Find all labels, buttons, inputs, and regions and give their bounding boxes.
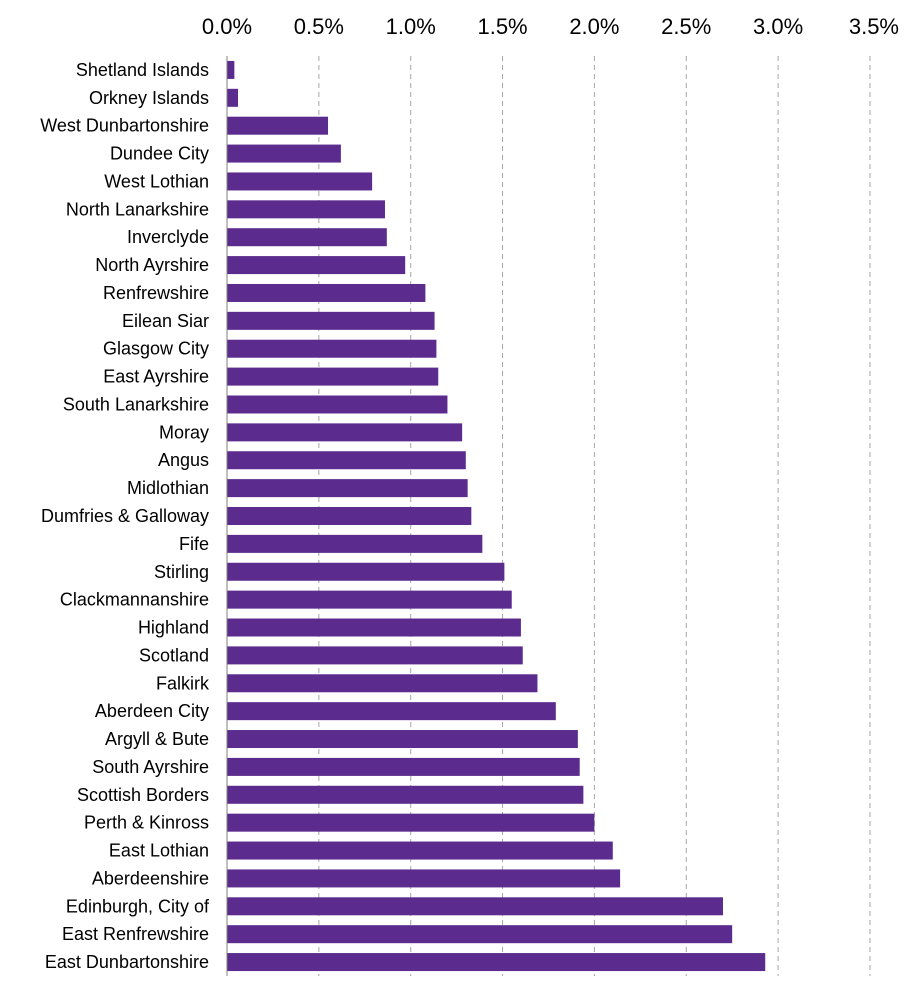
bar bbox=[227, 674, 538, 693]
category-label: Scottish Borders bbox=[77, 785, 209, 805]
category-label: Aberdeenshire bbox=[92, 868, 209, 888]
bar bbox=[227, 534, 483, 553]
category-label: Aberdeen City bbox=[95, 701, 209, 721]
bar bbox=[227, 757, 580, 776]
category-label: Angus bbox=[158, 450, 209, 470]
x-tick-label: 3.0% bbox=[753, 14, 803, 39]
category-label: East Dunbartonshire bbox=[45, 952, 209, 972]
bar bbox=[227, 869, 621, 888]
bar bbox=[227, 423, 463, 442]
bar bbox=[227, 730, 578, 749]
category-label: Scotland bbox=[139, 645, 209, 665]
category-label: Inverclyde bbox=[127, 227, 209, 247]
category-label: East Ayrshire bbox=[103, 367, 209, 387]
category-label: Stirling bbox=[154, 562, 209, 582]
x-tick-label: 1.0% bbox=[386, 14, 436, 39]
category-label: Perth & Kinross bbox=[84, 813, 209, 833]
bar bbox=[227, 562, 505, 581]
bar bbox=[227, 283, 426, 302]
category-label: West Lothian bbox=[104, 171, 209, 191]
x-tick-label: 2.0% bbox=[569, 14, 619, 39]
category-label: East Lothian bbox=[109, 841, 209, 861]
x-tick-label: 0.0% bbox=[202, 14, 252, 39]
x-axis-tick-labels: 0.0% 0.5% 1.0% 1.5% 2.0% 2.5% 3.0% 3.5% bbox=[202, 14, 899, 39]
bar bbox=[227, 311, 435, 330]
bar bbox=[227, 785, 584, 804]
bar bbox=[227, 813, 595, 832]
category-label: South Lanarkshire bbox=[63, 394, 209, 414]
category-label: East Renfrewshire bbox=[62, 924, 209, 944]
x-tick-label: 1.5% bbox=[477, 14, 527, 39]
category-label: Dundee City bbox=[110, 144, 209, 164]
category-label: Shetland Islands bbox=[76, 60, 209, 80]
bar bbox=[227, 451, 466, 470]
bar bbox=[227, 200, 385, 219]
bar bbox=[227, 897, 723, 916]
bar bbox=[227, 702, 556, 721]
category-label: North Ayrshire bbox=[95, 255, 209, 275]
bar bbox=[227, 953, 766, 972]
category-label: Edinburgh, City of bbox=[66, 896, 210, 916]
category-label: South Ayrshire bbox=[92, 757, 209, 777]
category-label: Renfrewshire bbox=[103, 283, 209, 303]
bar bbox=[227, 479, 468, 498]
bar bbox=[227, 841, 613, 860]
bar bbox=[227, 925, 733, 944]
bar bbox=[227, 367, 439, 386]
category-label: North Lanarkshire bbox=[66, 199, 209, 219]
bar bbox=[227, 88, 239, 107]
category-label: Eilean Siar bbox=[122, 311, 209, 331]
bar bbox=[227, 60, 235, 79]
category-label: Clackmannanshire bbox=[60, 590, 209, 610]
bar bbox=[227, 646, 523, 665]
category-label: Fife bbox=[179, 534, 209, 554]
bar bbox=[227, 144, 341, 163]
bar bbox=[227, 507, 472, 525]
bar bbox=[227, 116, 329, 135]
bar bbox=[227, 339, 437, 358]
x-tick-label: 3.5% bbox=[849, 14, 899, 39]
grid-lines bbox=[318, 56, 871, 976]
category-label: Argyll & Bute bbox=[105, 729, 209, 749]
bars bbox=[227, 60, 766, 972]
category-label: Orkney Islands bbox=[89, 88, 209, 108]
category-label: Highland bbox=[138, 618, 209, 638]
bar bbox=[227, 172, 373, 191]
bar bbox=[227, 618, 521, 637]
category-label: Glasgow City bbox=[103, 339, 209, 359]
x-tick-label: 2.5% bbox=[661, 14, 711, 39]
bar bbox=[227, 395, 448, 414]
category-label: Falkirk bbox=[156, 673, 210, 693]
bar bbox=[227, 256, 406, 275]
category-label: Dumfries & Galloway bbox=[41, 506, 209, 526]
category-label: West Dunbartonshire bbox=[40, 116, 209, 136]
category-label: Moray bbox=[159, 422, 209, 442]
x-tick-label: 0.5% bbox=[294, 14, 344, 39]
category-label: Midlothian bbox=[127, 478, 209, 498]
bar bbox=[227, 228, 387, 247]
category-labels: Shetland Islands Orkney Islands West Dunba… bbox=[40, 60, 210, 972]
bar bbox=[227, 590, 512, 609]
